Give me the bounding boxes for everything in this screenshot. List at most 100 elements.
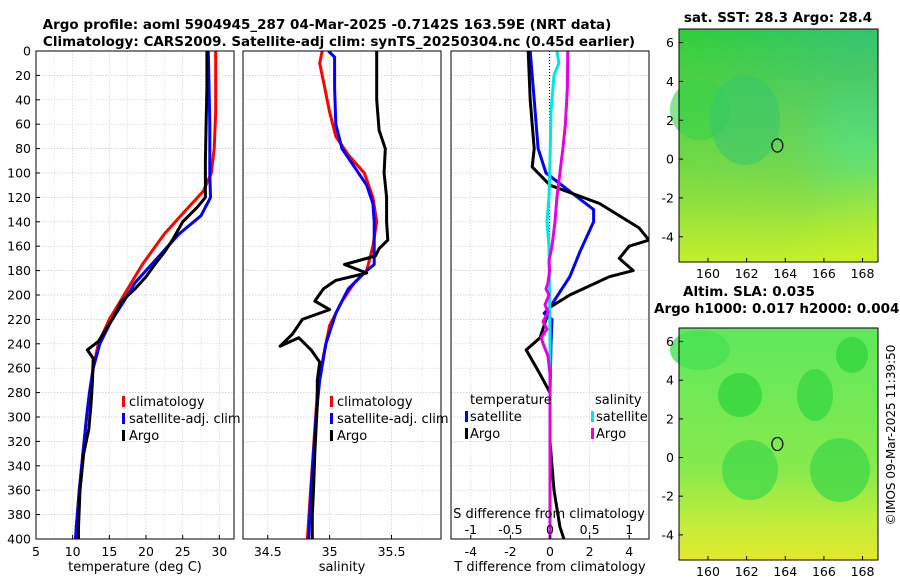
legend-swatch-argo (330, 430, 333, 441)
y-tick-label: 160 (7, 239, 31, 254)
lon-tick-label: 164 (773, 266, 797, 281)
lon-tick-label: 160 (696, 266, 720, 281)
temperature-legend: climatology satellite-adj. clim Argo (122, 395, 241, 444)
legend-title-temperature: temperature (470, 393, 552, 408)
legend-label-satellite: satellite-adj. clim (337, 412, 449, 427)
lat-tick-label: -4 (662, 229, 675, 244)
legend-swatch-t-argo (465, 428, 468, 439)
series-line-argo (278, 51, 390, 539)
y-tick-label: 80 (15, 141, 31, 156)
sla-map-frame (678, 327, 879, 561)
sla-latitude-tick-labels: -4 -2 0 2 4 6 (662, 334, 683, 542)
x-tick-label: 35 (322, 544, 338, 559)
sst-map-frame (678, 28, 879, 263)
argo-position-circle (771, 436, 784, 452)
temperature-xlabel: temperature (deg C) (68, 560, 202, 575)
y-tick-label: 240 (7, 336, 31, 351)
sst-map-panel: sat. SST: 28.3 Argo: 28.4 160 162 164 166 16… (662, 10, 879, 281)
x-tick-label: 2 (586, 544, 594, 559)
lat-tick-label: 2 (666, 411, 674, 426)
x-tick-label: 0 (546, 544, 554, 559)
y-tick-label: 220 (7, 312, 31, 327)
temperature-tick-labels: 5 10 15 20 25 30 (32, 535, 227, 559)
y-tick-label: 320 (7, 434, 31, 449)
sla-map-low-region (670, 330, 730, 370)
top-tick-label: -1 (465, 522, 477, 537)
salinity-legend: climatology satellite-adj. clim Argo (330, 395, 449, 444)
difference-legend: temperature satellite Argo salinity sate… (465, 393, 648, 442)
salinity-lines (278, 51, 390, 539)
x-tick-label: 30 (211, 544, 227, 559)
t-difference-tick-labels: -4 -2 0 2 4 (465, 535, 633, 559)
y-tick-label: 380 (7, 507, 31, 522)
legend-label-s-satellite: satellite (596, 410, 648, 425)
y-tick-label: 120 (7, 190, 31, 205)
y-tick-label: 260 (7, 361, 31, 376)
sla-map-low-region (810, 438, 870, 502)
lat-tick-label: 4 (666, 373, 674, 388)
figure-title-line2: Climatology: CARS2009. Satellite-adj cli… (43, 34, 635, 50)
sla-map-low-region (797, 369, 833, 421)
y-tick-label: 60 (15, 117, 31, 132)
x-tick-label: 20 (138, 544, 154, 559)
x-tick-label: 35.5 (378, 544, 406, 559)
top-tick-label: 0.5 (580, 522, 600, 537)
lon-tick-label: 168 (851, 266, 875, 281)
temperature-grid (35, 50, 234, 540)
argo-position-circle (771, 138, 784, 153)
sla-map-panel: Altim. SLA: 0.035 Argo h1000: 0.017 h200… (654, 284, 900, 579)
legend-label-t-argo: Argo (470, 427, 500, 442)
top-tick-label: 0 (546, 522, 554, 537)
legend-swatch-argo (122, 430, 125, 441)
legend-label-s-argo: Argo (596, 427, 626, 442)
y-tick-label: 0 (23, 44, 31, 59)
legend-swatch-s-argo (591, 428, 594, 439)
x-tick-label: 15 (101, 544, 117, 559)
lat-tick-label: 4 (666, 74, 674, 89)
sst-longitude-tick-labels: 160 162 164 166 168 (696, 258, 875, 281)
sst-map-warm-region (679, 29, 878, 262)
lon-tick-label: 160 (696, 564, 720, 579)
x-tick-label: -4 (465, 544, 478, 559)
depth-tick-labels: 0 20 40 60 80 100 120 140 160 180 200 220 240 260 280 3… (7, 44, 40, 547)
sla-map-low-region (718, 373, 762, 417)
salinity-panel: 34.5 35 35.5 salinity climatology satellit… (242, 50, 449, 575)
temperature-panel: 0 20 40 60 80 100 120 140 160 180 200 220 240 260 280 3… (7, 44, 240, 576)
x-tick-label: 25 (175, 544, 191, 559)
legend-label-argo: Argo (337, 429, 367, 444)
sst-map-title: sat. SST: 28.3 Argo: 28.4 (684, 10, 872, 26)
lon-tick-label: 166 (812, 266, 836, 281)
imos-credit: ©IMOS 09-Mar-2025 11:39:50 (884, 345, 898, 526)
legend-swatch-t-satellite (465, 411, 468, 422)
y-tick-label: 400 (7, 532, 31, 547)
sla-map-title-line1: Altim. SLA: 0.035 (683, 284, 815, 300)
x-tick-label: 5 (32, 544, 40, 559)
legend-swatch-satellite (122, 413, 125, 424)
y-tick-label: 340 (7, 458, 31, 473)
lon-tick-label: 162 (735, 564, 759, 579)
lat-tick-label: -2 (662, 489, 674, 504)
y-tick-label: 200 (7, 288, 31, 303)
legend-swatch-climatology (122, 396, 125, 407)
legend-label-climatology: climatology (337, 395, 413, 410)
lat-tick-label: 6 (666, 35, 674, 50)
top-tick-label: 1 (625, 522, 633, 537)
y-tick-label: 280 (7, 385, 31, 400)
y-tick-label: 40 (15, 92, 31, 107)
legend-swatch-climatology (330, 396, 333, 407)
temperature-lines (74, 51, 218, 539)
lat-tick-label: -4 (662, 527, 675, 542)
lat-tick-label: -2 (662, 190, 674, 205)
y-tick-label: 20 (15, 68, 31, 83)
y-tick-label: 140 (7, 214, 31, 229)
salinity-tick-labels: 34.5 35 35.5 (254, 535, 406, 559)
s-difference-xlabel: S difference from climatology (453, 507, 645, 522)
sst-map-green-patch (710, 75, 780, 165)
legend-swatch-s-satellite (591, 411, 594, 422)
x-tick-label: -2 (504, 544, 516, 559)
legend-label-climatology: climatology (129, 395, 205, 410)
salinity-grid (243, 50, 441, 540)
salinity-axes-frame (242, 50, 442, 540)
s-difference-tick-labels: -1 -0.5 0 0.5 1 (465, 522, 634, 537)
